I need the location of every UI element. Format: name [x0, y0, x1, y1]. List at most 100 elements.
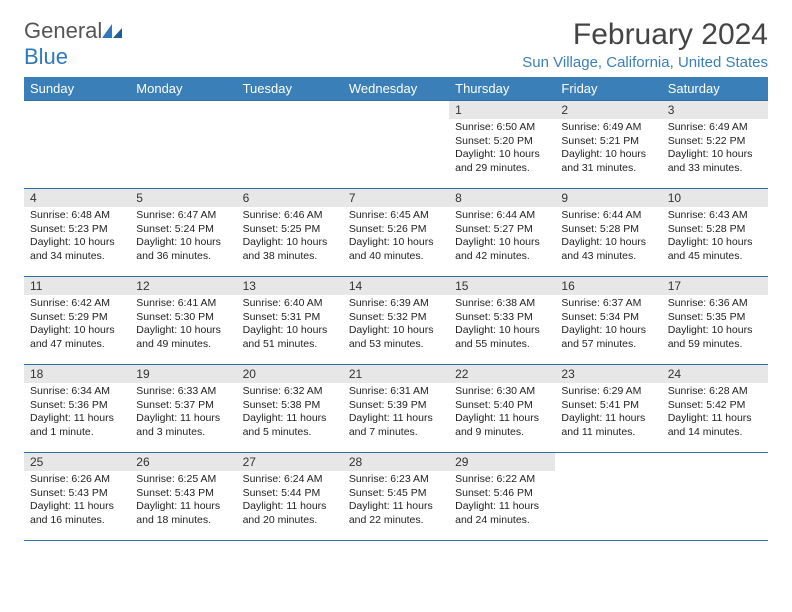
daylight-text: Daylight: 10 hours and 33 minutes. — [668, 148, 762, 175]
day-number: 2 — [555, 101, 661, 119]
weekday-header: Tuesday — [237, 77, 343, 101]
daylight-text: Daylight: 11 hours and 5 minutes. — [243, 412, 337, 439]
daylight-text: Daylight: 10 hours and 29 minutes. — [455, 148, 549, 175]
sunset-text: Sunset: 5:22 PM — [668, 135, 762, 149]
sunrise-text: Sunrise: 6:46 AM — [243, 209, 337, 223]
daylight-text: Daylight: 11 hours and 14 minutes. — [668, 412, 762, 439]
calendar-day — [662, 453, 768, 541]
day-number: 6 — [237, 189, 343, 207]
day-info: Sunrise: 6:34 AMSunset: 5:36 PMDaylight:… — [24, 383, 130, 444]
daylight-text: Daylight: 10 hours and 31 minutes. — [561, 148, 655, 175]
sunrise-text: Sunrise: 6:30 AM — [455, 385, 549, 399]
sunset-text: Sunset: 5:32 PM — [349, 311, 443, 325]
daylight-text: Daylight: 11 hours and 3 minutes. — [136, 412, 230, 439]
sunrise-text: Sunrise: 6:48 AM — [30, 209, 124, 223]
weekday-header: Sunday — [24, 77, 130, 101]
day-info: Sunrise: 6:36 AMSunset: 5:35 PMDaylight:… — [662, 295, 768, 356]
sunrise-text: Sunrise: 6:29 AM — [561, 385, 655, 399]
logo-word-general: General — [24, 18, 102, 43]
day-info: Sunrise: 6:44 AMSunset: 5:27 PMDaylight:… — [449, 207, 555, 268]
day-info: Sunrise: 6:44 AMSunset: 5:28 PMDaylight:… — [555, 207, 661, 268]
calendar-day: 27Sunrise: 6:24 AMSunset: 5:44 PMDayligh… — [237, 453, 343, 541]
daylight-text: Daylight: 10 hours and 59 minutes. — [668, 324, 762, 351]
sunrise-text: Sunrise: 6:49 AM — [668, 121, 762, 135]
day-number: 21 — [343, 365, 449, 383]
day-number: 18 — [24, 365, 130, 383]
sunset-text: Sunset: 5:31 PM — [243, 311, 337, 325]
sunrise-text: Sunrise: 6:42 AM — [30, 297, 124, 311]
calendar-day — [237, 101, 343, 189]
daylight-text: Daylight: 11 hours and 11 minutes. — [561, 412, 655, 439]
calendar-day — [130, 101, 236, 189]
sunrise-text: Sunrise: 6:41 AM — [136, 297, 230, 311]
daylight-text: Daylight: 10 hours and 38 minutes. — [243, 236, 337, 263]
day-number: 16 — [555, 277, 661, 295]
day-info: Sunrise: 6:49 AMSunset: 5:21 PMDaylight:… — [555, 119, 661, 180]
calendar-day — [24, 101, 130, 189]
sunset-text: Sunset: 5:30 PM — [136, 311, 230, 325]
sunset-text: Sunset: 5:33 PM — [455, 311, 549, 325]
day-number: 1 — [449, 101, 555, 119]
day-info: Sunrise: 6:26 AMSunset: 5:43 PMDaylight:… — [24, 471, 130, 532]
calendar-day: 8Sunrise: 6:44 AMSunset: 5:27 PMDaylight… — [449, 189, 555, 277]
daylight-text: Daylight: 10 hours and 51 minutes. — [243, 324, 337, 351]
daylight-text: Daylight: 11 hours and 16 minutes. — [30, 500, 124, 527]
sunrise-text: Sunrise: 6:31 AM — [349, 385, 443, 399]
logo-word-blue: Blue — [24, 44, 68, 69]
sunrise-text: Sunrise: 6:25 AM — [136, 473, 230, 487]
day-number: 8 — [449, 189, 555, 207]
calendar-day: 25Sunrise: 6:26 AMSunset: 5:43 PMDayligh… — [24, 453, 130, 541]
day-info: Sunrise: 6:49 AMSunset: 5:22 PMDaylight:… — [662, 119, 768, 180]
sunset-text: Sunset: 5:28 PM — [561, 223, 655, 237]
logo-text: General Blue — [24, 18, 124, 70]
calendar-day: 12Sunrise: 6:41 AMSunset: 5:30 PMDayligh… — [130, 277, 236, 365]
sunset-text: Sunset: 5:46 PM — [455, 487, 549, 501]
daylight-text: Daylight: 10 hours and 55 minutes. — [455, 324, 549, 351]
daylight-text: Daylight: 11 hours and 24 minutes. — [455, 500, 549, 527]
sunrise-text: Sunrise: 6:40 AM — [243, 297, 337, 311]
calendar-day: 16Sunrise: 6:37 AMSunset: 5:34 PMDayligh… — [555, 277, 661, 365]
sunrise-text: Sunrise: 6:44 AM — [455, 209, 549, 223]
daylight-text: Daylight: 11 hours and 7 minutes. — [349, 412, 443, 439]
sunrise-text: Sunrise: 6:45 AM — [349, 209, 443, 223]
calendar-day: 20Sunrise: 6:32 AMSunset: 5:38 PMDayligh… — [237, 365, 343, 453]
calendar-table: SundayMondayTuesdayWednesdayThursdayFrid… — [24, 77, 768, 541]
sunset-text: Sunset: 5:42 PM — [668, 399, 762, 413]
day-number: 5 — [130, 189, 236, 207]
calendar-day: 14Sunrise: 6:39 AMSunset: 5:32 PMDayligh… — [343, 277, 449, 365]
day-info: Sunrise: 6:29 AMSunset: 5:41 PMDaylight:… — [555, 383, 661, 444]
calendar-day: 28Sunrise: 6:23 AMSunset: 5:45 PMDayligh… — [343, 453, 449, 541]
sunset-text: Sunset: 5:29 PM — [30, 311, 124, 325]
day-number: 24 — [662, 365, 768, 383]
daylight-text: Daylight: 10 hours and 34 minutes. — [30, 236, 124, 263]
daylight-text: Daylight: 10 hours and 42 minutes. — [455, 236, 549, 263]
day-info: Sunrise: 6:37 AMSunset: 5:34 PMDaylight:… — [555, 295, 661, 356]
logo: General Blue — [24, 18, 124, 70]
day-info: Sunrise: 6:31 AMSunset: 5:39 PMDaylight:… — [343, 383, 449, 444]
calendar-day — [343, 101, 449, 189]
sunrise-text: Sunrise: 6:38 AM — [455, 297, 549, 311]
day-number: 29 — [449, 453, 555, 471]
weekday-header: Friday — [555, 77, 661, 101]
sunrise-text: Sunrise: 6:32 AM — [243, 385, 337, 399]
calendar-day: 9Sunrise: 6:44 AMSunset: 5:28 PMDaylight… — [555, 189, 661, 277]
sunset-text: Sunset: 5:43 PM — [136, 487, 230, 501]
sunset-text: Sunset: 5:26 PM — [349, 223, 443, 237]
day-number: 26 — [130, 453, 236, 471]
day-number: 7 — [343, 189, 449, 207]
calendar-day: 18Sunrise: 6:34 AMSunset: 5:36 PMDayligh… — [24, 365, 130, 453]
sunrise-text: Sunrise: 6:47 AM — [136, 209, 230, 223]
daylight-text: Daylight: 10 hours and 45 minutes. — [668, 236, 762, 263]
calendar-week: 18Sunrise: 6:34 AMSunset: 5:36 PMDayligh… — [24, 365, 768, 453]
sunset-text: Sunset: 5:41 PM — [561, 399, 655, 413]
daylight-text: Daylight: 11 hours and 1 minute. — [30, 412, 124, 439]
daylight-text: Daylight: 10 hours and 57 minutes. — [561, 324, 655, 351]
calendar-day: 7Sunrise: 6:45 AMSunset: 5:26 PMDaylight… — [343, 189, 449, 277]
day-info: Sunrise: 6:38 AMSunset: 5:33 PMDaylight:… — [449, 295, 555, 356]
calendar-day: 1Sunrise: 6:50 AMSunset: 5:20 PMDaylight… — [449, 101, 555, 189]
day-info: Sunrise: 6:39 AMSunset: 5:32 PMDaylight:… — [343, 295, 449, 356]
calendar-week: 4Sunrise: 6:48 AMSunset: 5:23 PMDaylight… — [24, 189, 768, 277]
day-number: 12 — [130, 277, 236, 295]
day-info: Sunrise: 6:24 AMSunset: 5:44 PMDaylight:… — [237, 471, 343, 532]
calendar-header: SundayMondayTuesdayWednesdayThursdayFrid… — [24, 77, 768, 101]
